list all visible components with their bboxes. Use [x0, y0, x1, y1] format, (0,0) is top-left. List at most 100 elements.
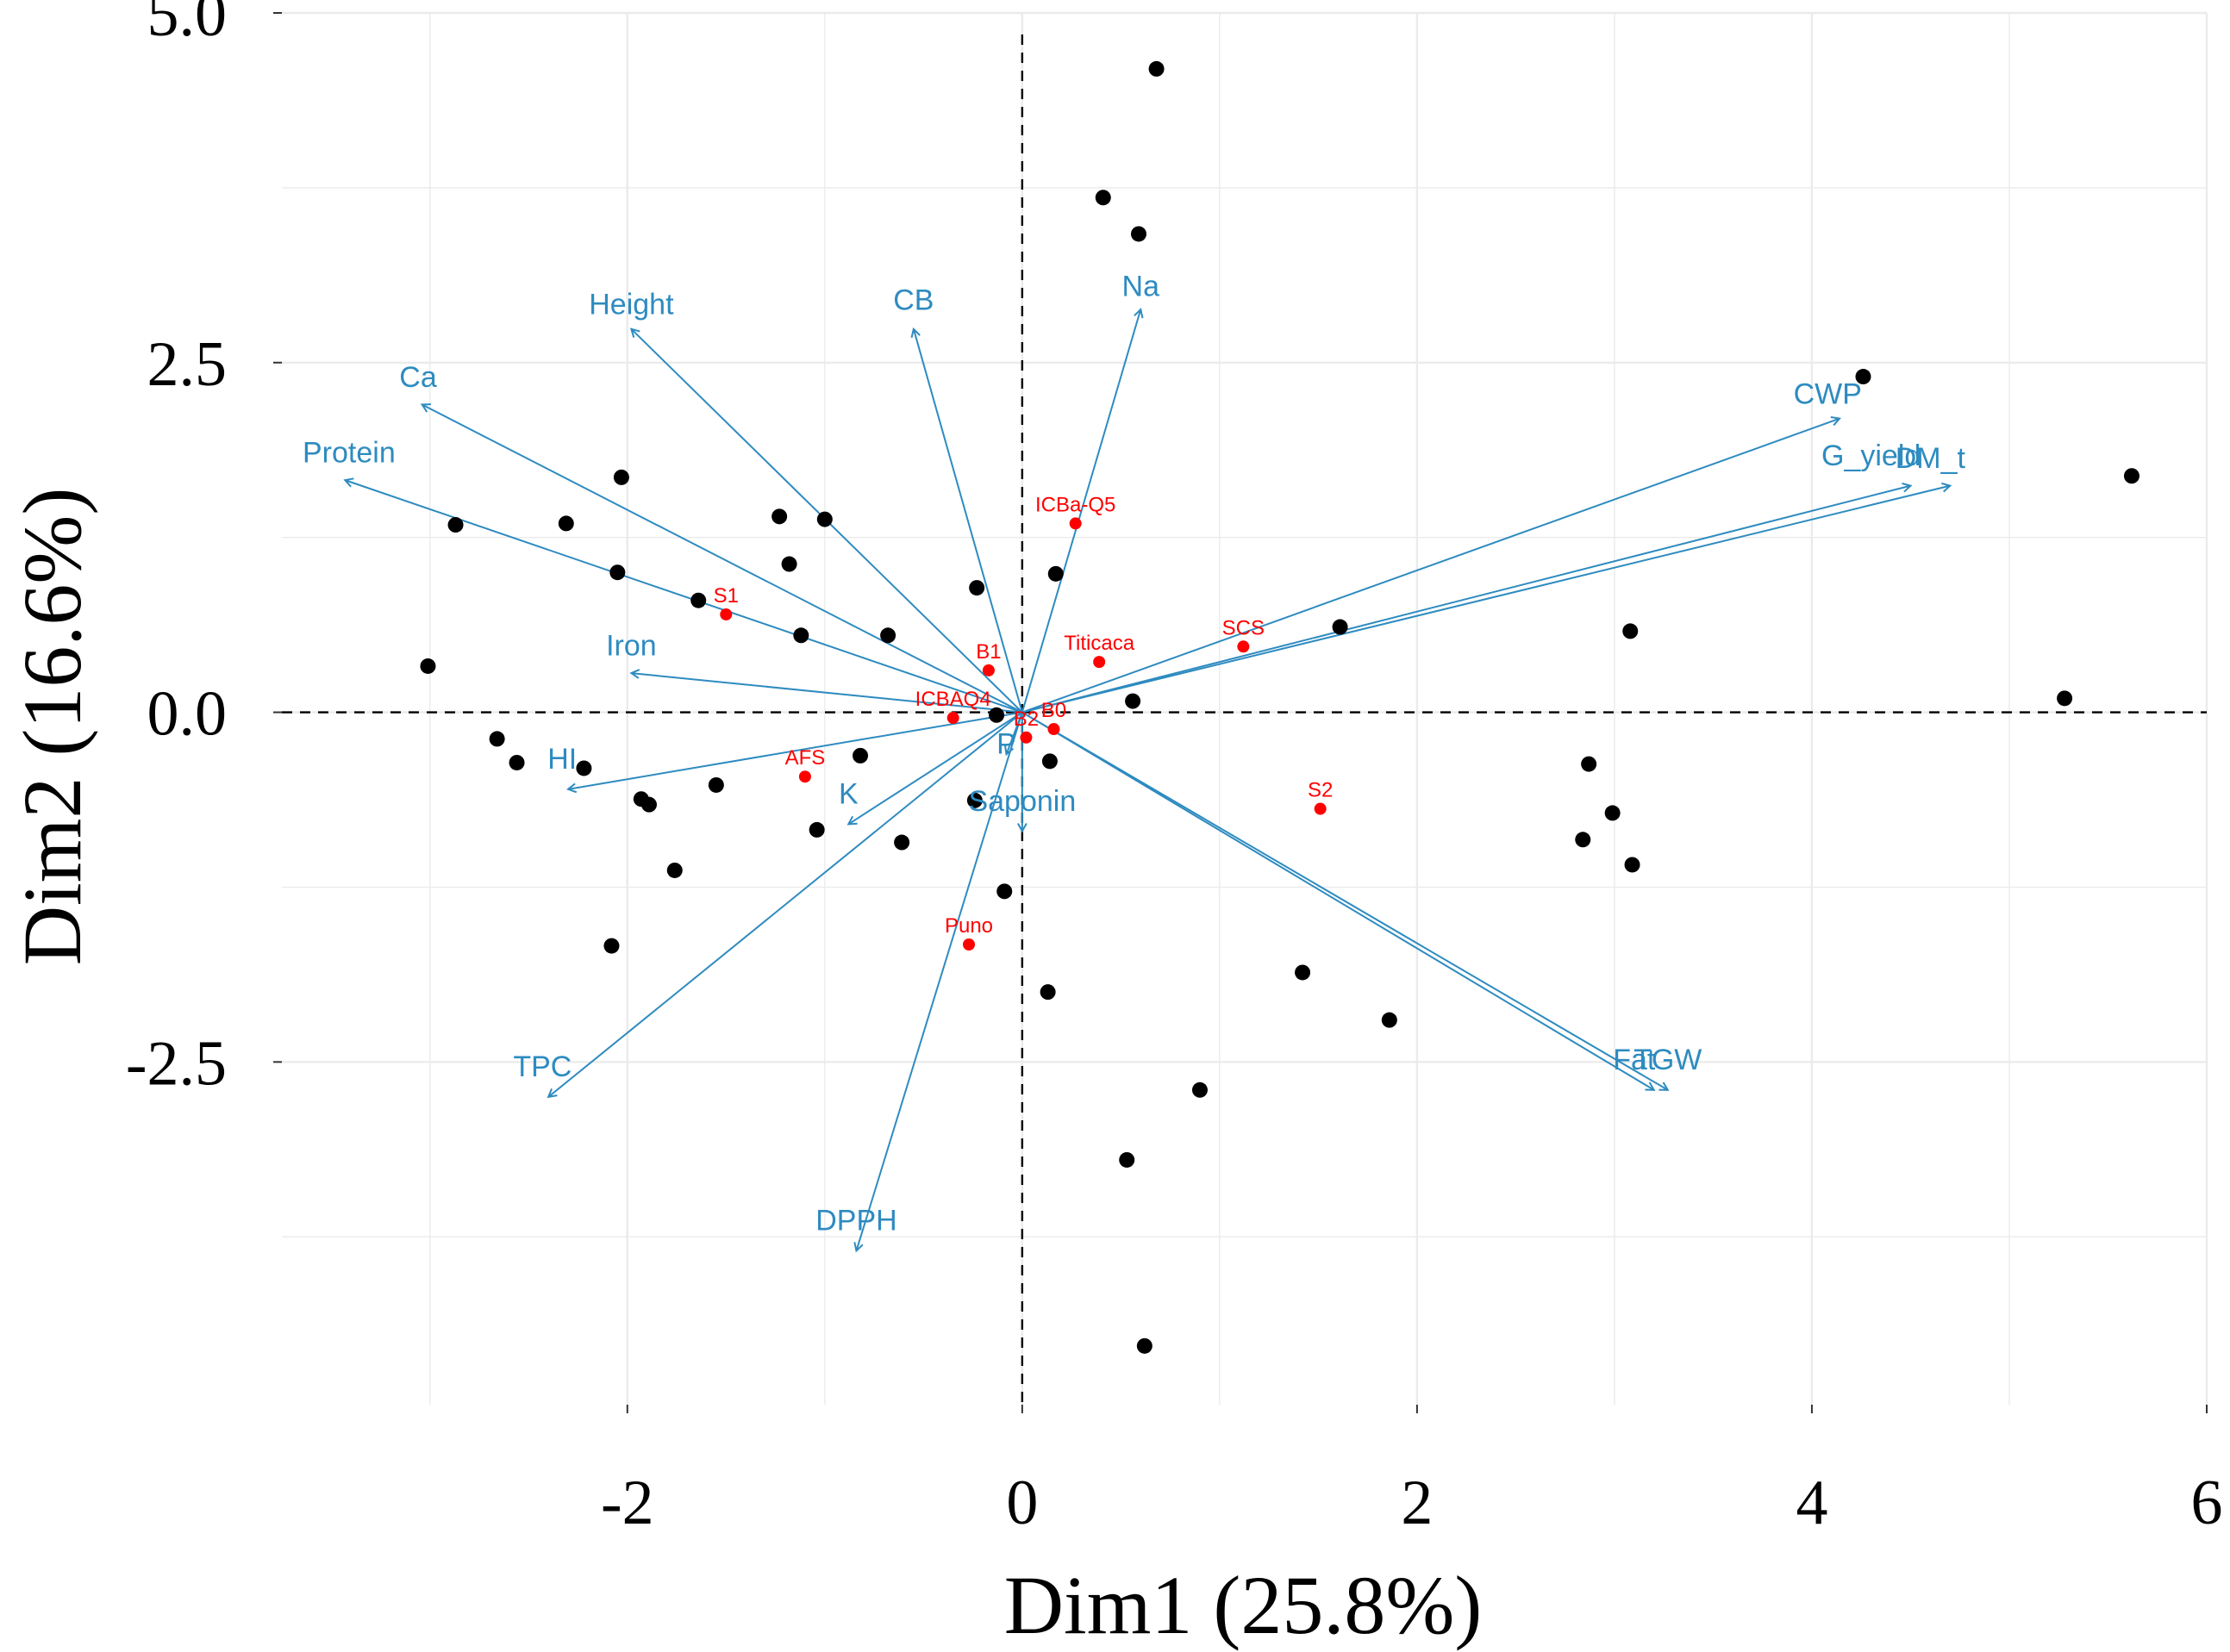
- individual-point: [509, 754, 525, 770]
- variable-label-cb: CB: [893, 284, 934, 317]
- labelled-point-s1: [720, 608, 733, 620]
- variable-arrow-tgw: [1021, 711, 1668, 1090]
- x-tick-label: 4: [1796, 1468, 1827, 1538]
- variable-arrows: [345, 309, 1950, 1250]
- labelled-point-b1: [982, 664, 995, 676]
- x-tick-label: -2: [601, 1468, 654, 1538]
- individual-point: [1047, 565, 1064, 582]
- individual-point: [1575, 832, 1591, 848]
- individual-point: [489, 731, 505, 747]
- variable-arrow-tpc: [548, 711, 1023, 1097]
- variable-label-ca: Ca: [399, 361, 437, 394]
- variable-arrow-cb: [914, 329, 1023, 713]
- variable-label-protein: Protein: [303, 437, 396, 470]
- point-label-b1: B1: [976, 640, 1001, 664]
- variable-label-height: Height: [589, 289, 674, 321]
- individual-point: [447, 517, 464, 533]
- y-tick-label: 0.0: [147, 679, 228, 750]
- variable-label-dm-t: DM_t: [1896, 442, 1966, 475]
- point-label-titicaca: Titicaca: [1064, 632, 1134, 655]
- labelled-point-b2: [1020, 731, 1033, 744]
- variable-arrow-ca: [422, 404, 1023, 714]
- x-tick-label: 2: [1401, 1468, 1433, 1538]
- individual-point: [1125, 693, 1141, 709]
- x-tick-label: 0: [1006, 1468, 1038, 1538]
- individual-point: [853, 747, 869, 764]
- variable-label-hi: HI: [547, 743, 577, 776]
- labelled-point-puno: [963, 938, 976, 951]
- individual-point: [613, 469, 629, 485]
- individual-point: [1130, 226, 1146, 242]
- labelled-point-icba-q5: [1069, 517, 1082, 530]
- individual-point: [1622, 623, 1639, 639]
- variable-label-cwp: CWP: [1794, 377, 1862, 410]
- individual-point: [690, 592, 707, 608]
- individual-point: [1381, 1012, 1397, 1028]
- individual-point: [2123, 468, 2139, 484]
- x-axis-title: Dim1 (25.8%): [1004, 1559, 1483, 1651]
- individual-point: [781, 556, 797, 572]
- point-label-b2: B2: [1014, 708, 1039, 731]
- individual-point: [1604, 805, 1621, 821]
- individual-point: [1148, 60, 1165, 77]
- variable-arrow-na: [1021, 309, 1140, 713]
- variable-arrow-iron: [631, 673, 1022, 714]
- reference-lines: [282, 34, 2207, 1405]
- individual-point: [880, 627, 896, 644]
- individual-point: [966, 792, 983, 808]
- individual-point: [969, 580, 985, 596]
- point-label-puno: Puno: [945, 914, 993, 938]
- individual-point: [603, 938, 620, 954]
- x-tick-label: 6: [2191, 1468, 2223, 1538]
- variable-label-fat: Fat: [1613, 1044, 1656, 1076]
- variable-arrow-k: [848, 711, 1023, 825]
- variable-label-iron: Iron: [606, 630, 657, 663]
- labelled-point-afs: [798, 770, 811, 783]
- individual-point: [816, 511, 833, 527]
- individual-point: [609, 564, 626, 581]
- grid-lines: [282, 11, 2208, 1405]
- point-label-afs: AFS: [785, 746, 826, 770]
- individual-point: [809, 821, 825, 838]
- point-label-s2: S2: [1308, 779, 1333, 802]
- variable-label-dpph: DPPH: [815, 1205, 896, 1237]
- individual-point: [793, 627, 809, 644]
- labelled-point-titicaca: [1093, 656, 1106, 669]
- variable-label-na: Na: [1122, 271, 1160, 303]
- individual-point: [1332, 619, 1348, 635]
- individual-point: [1295, 964, 1311, 981]
- axis-ticks: -2 0 2 4 6 -2.5 0.0 2.5 5.0: [126, 0, 2223, 1538]
- variable-label-p: P: [996, 727, 1016, 760]
- variable-label-tgw: TGW: [1633, 1044, 1702, 1076]
- y-tick-label: 5.0: [147, 0, 228, 50]
- variable-arrow-cwp: [1021, 419, 1840, 714]
- variable-label-tpc: TPC: [513, 1050, 572, 1083]
- individual-point: [558, 515, 574, 532]
- point-label-b0: B0: [1041, 699, 1066, 722]
- individual-point: [420, 658, 436, 674]
- individual-point: [1136, 1337, 1152, 1354]
- individual-points: [420, 60, 2139, 1354]
- individual-point: [894, 834, 910, 851]
- individual-point: [1191, 1082, 1208, 1098]
- individual-point: [1581, 756, 1597, 772]
- individual-point: [708, 776, 724, 793]
- individual-point: [996, 883, 1013, 900]
- individual-point: [1040, 984, 1056, 1001]
- individual-point: [2057, 690, 2073, 707]
- individual-point: [1119, 1151, 1135, 1168]
- labelled-point-icbaq4: [946, 712, 959, 725]
- variable-arrow-protein: [345, 480, 1023, 714]
- point-label-s1: S1: [714, 584, 739, 608]
- labelled-point-scs: [1237, 640, 1250, 653]
- y-axis-title: Dim2 (16.6%): [6, 488, 98, 966]
- point-label-icba-q5: ICBa-Q5: [1035, 493, 1115, 516]
- variable-arrow-g-yield: [1021, 486, 1911, 714]
- labelled-point-b0: [1047, 723, 1060, 736]
- y-tick-label: -2.5: [126, 1028, 227, 1099]
- individual-point: [771, 508, 788, 525]
- individual-point: [1095, 190, 1111, 206]
- variable-label-saponin: Saponin: [968, 785, 1076, 818]
- individual-point: [989, 707, 1005, 723]
